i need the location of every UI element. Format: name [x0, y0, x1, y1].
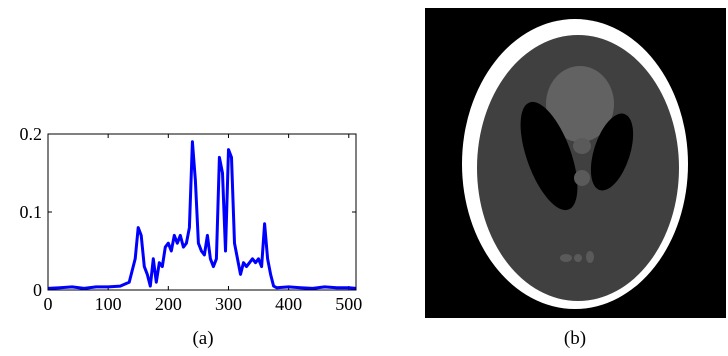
axes-frame: [47, 133, 357, 291]
y-tick-label: 0: [33, 280, 42, 300]
phantom-bottom-dot-1: [560, 254, 572, 262]
series-layer: [47, 140, 357, 290]
phantom-small-blob-2: [574, 170, 590, 186]
x-tick-label: 500: [335, 294, 362, 314]
y-tick-label: 0.1: [20, 202, 43, 222]
x-tick-label: 400: [275, 294, 302, 314]
phantom-right-ellipse: [590, 113, 634, 191]
phantom-top-blob: [546, 66, 614, 142]
chart-a: 0 100 200 300 400 500 0 0.1 0.2: [20, 124, 363, 314]
x-tick-label: 0: [44, 294, 53, 314]
phantom-bottom-dot-2: [574, 254, 582, 262]
x-tick-label: 100: [95, 294, 122, 314]
caption-b: (b): [563, 328, 587, 349]
x-tick-label: 200: [155, 294, 182, 314]
x-tick-label: 300: [215, 294, 242, 314]
caption-a: (a): [192, 328, 214, 349]
phantom-bottom-dot-3: [586, 251, 594, 263]
y-tick-label: 0.2: [20, 124, 43, 144]
series-line: [47, 140, 357, 290]
phantom-small-blob-1: [573, 138, 591, 154]
phantom-image: [425, 8, 726, 318]
phantom-tissue: [477, 35, 679, 301]
phantom-left-ellipse: [520, 101, 578, 211]
tick-layer: 0 100 200 300 400 500 0 0.1 0.2: [20, 124, 363, 314]
